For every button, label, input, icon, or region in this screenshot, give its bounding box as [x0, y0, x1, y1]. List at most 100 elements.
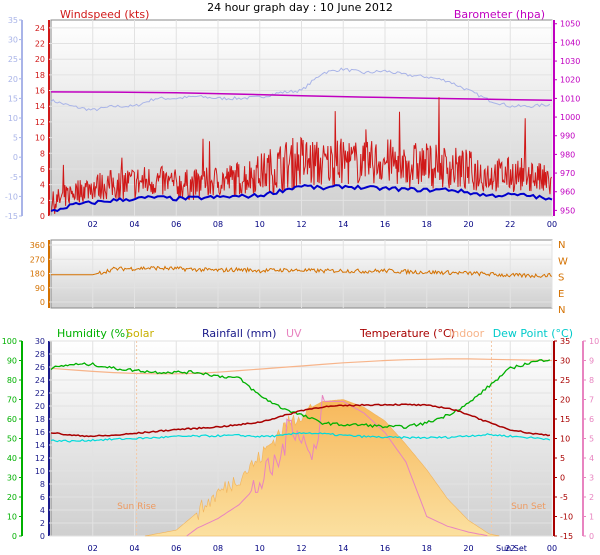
- windspeed-tick-label: 12: [35, 118, 45, 127]
- outer-axis-tick-label: 30: [8, 36, 18, 45]
- outer-axis-tick-label: 35: [8, 16, 18, 25]
- panel-3-x-tick-label: 04: [129, 544, 139, 553]
- humidity-tick-label: 70: [7, 396, 17, 405]
- compass-label: N: [558, 240, 565, 251]
- temperature-tick-label: 25: [560, 376, 570, 385]
- uv-tick-label: 9: [589, 357, 594, 366]
- x-tick-label: 12: [296, 220, 306, 229]
- temperature-tick-label: 15: [560, 415, 570, 424]
- panel-1-series: [50, 67, 553, 214]
- x-tick-label: 06: [171, 220, 181, 229]
- humidity-tick-label: 30: [7, 474, 17, 483]
- barometer-tick-label: 1020: [560, 76, 580, 85]
- outer-axis-tick-label: 10: [8, 114, 18, 123]
- dewpoint-line: [50, 432, 551, 443]
- panel-3-x-tick-label: 02: [88, 544, 98, 553]
- outer-axis-tick-label: 5: [13, 134, 18, 143]
- uv-tick-label: 10: [589, 337, 599, 346]
- rainfall-tick-label: 20: [35, 402, 45, 411]
- outer-axis-tick-label: -5: [10, 173, 18, 182]
- rainfall-tick-label: 0: [40, 532, 45, 541]
- rainfall-tick-label: 26: [35, 363, 45, 372]
- barometer-tick-label: 1050: [560, 20, 580, 29]
- solar-area: [144, 399, 500, 537]
- panel-3-x-tick-label: 12: [296, 544, 306, 553]
- panel-3-x-tick-label: 22: [505, 544, 515, 553]
- legend-uv: UV: [286, 327, 302, 340]
- temperature-tick-label: 35: [560, 337, 570, 346]
- windspeed-axis-label: Windspeed (kts): [60, 8, 149, 21]
- chart-title: 24 hour graph day : 10 June 2012: [207, 1, 393, 14]
- wind-direction-line: [51, 265, 553, 279]
- barometer-tick-label: 950: [560, 206, 575, 215]
- rainfall-tick-label: 24: [35, 376, 45, 385]
- legend-indoor: Indoor: [449, 327, 485, 340]
- barometer-axis-label: Barometer (hpa): [454, 8, 545, 21]
- rainfall-tick-label: 22: [35, 389, 45, 398]
- humidity-tick-label: 50: [7, 435, 17, 444]
- barometer-tick-label: 960: [560, 188, 575, 197]
- panel-3-series: [50, 358, 553, 537]
- direction-tick-label: 360: [30, 241, 45, 250]
- direction-tick-label: 270: [30, 255, 45, 264]
- humidity-temperature-panel: Humidity (%) Solar Rainfall (mm) UV Temp…: [2, 327, 599, 553]
- humidity-tick-label: 80: [7, 376, 17, 385]
- compass-label: S: [558, 273, 564, 284]
- rainfall-tick-label: 12: [35, 454, 45, 463]
- compass-label: E: [558, 289, 564, 300]
- windspeed-tick-label: 0: [40, 212, 45, 221]
- temperature-tick-label: 5: [560, 454, 565, 463]
- barometer-tick-label: 1040: [560, 38, 580, 47]
- temperature-tick-label: 10: [560, 435, 570, 444]
- panel-3-x-tick-label: 06: [171, 544, 181, 553]
- panel-3-x-tick-label: 16: [380, 544, 390, 553]
- barometer-tick-label: 980: [560, 150, 575, 159]
- temperature-tick-label: 0: [560, 474, 565, 483]
- temperature-line: [50, 403, 551, 438]
- outer-axis-tick-label: 15: [8, 94, 18, 103]
- wind-barometer-panel: Windspeed (kts) Barometer (hpa) 35 30 25 20…: [5, 8, 580, 229]
- panel-3-x-tick-label: 08: [213, 544, 223, 553]
- barometer-tick-label: 970: [560, 169, 575, 178]
- barometer-tick-label: 1030: [560, 57, 580, 66]
- direction-tick-label: 90: [35, 284, 45, 293]
- x-tick-label: 16: [380, 220, 390, 229]
- humidity-tick-label: 40: [7, 454, 17, 463]
- gust-line: [50, 67, 551, 112]
- panel-3-x-tick-label: 18: [422, 544, 432, 553]
- uv-line: [186, 395, 488, 537]
- x-tick-label: 14: [338, 220, 348, 229]
- sunset-label: Sun Set: [511, 502, 546, 512]
- outer-axis-tick-label: -15: [5, 212, 18, 221]
- x-tick-label: 02: [88, 220, 98, 229]
- windspeed-tick-label: 24: [35, 24, 45, 33]
- rainfall-tick-label: 16: [35, 428, 45, 437]
- x-tick-label: 20: [463, 220, 473, 229]
- humidity-tick-label: 100: [2, 337, 17, 346]
- humidity-tick-label: 0: [12, 532, 17, 541]
- panel-3-x-tick-label: 14: [338, 544, 348, 553]
- outer-axis-tick-label: 25: [8, 55, 18, 64]
- humidity-tick-label: 10: [7, 513, 17, 522]
- compass-label: N: [558, 305, 565, 316]
- uv-tick-label: 8: [589, 376, 594, 385]
- windspeed-tick-label: 20: [35, 55, 45, 64]
- temperature-tick-label: 20: [560, 396, 570, 405]
- barometer-line: [50, 91, 553, 102]
- sunrise-label: Sun Rise: [117, 502, 156, 512]
- temperature-tick-label: -10: [560, 513, 573, 522]
- windspeed-tick-label: 14: [35, 102, 45, 111]
- panel-3-x-tick-label: 10: [255, 544, 265, 553]
- outer-axis-tick-label: 0: [13, 153, 18, 162]
- uv-tick-label: 6: [589, 415, 594, 424]
- x-tick-label: 18: [422, 220, 432, 229]
- humidity-tick-label: 60: [7, 415, 17, 424]
- rainfall-tick-label: 2: [40, 519, 45, 528]
- legend-humidity: Humidity (%): [57, 327, 129, 340]
- barometer-tick-label: 1000: [560, 113, 580, 122]
- uv-tick-label: 5: [589, 435, 594, 444]
- temperature-tick-label: 30: [560, 357, 570, 366]
- windspeed-tick-label: 16: [35, 87, 45, 96]
